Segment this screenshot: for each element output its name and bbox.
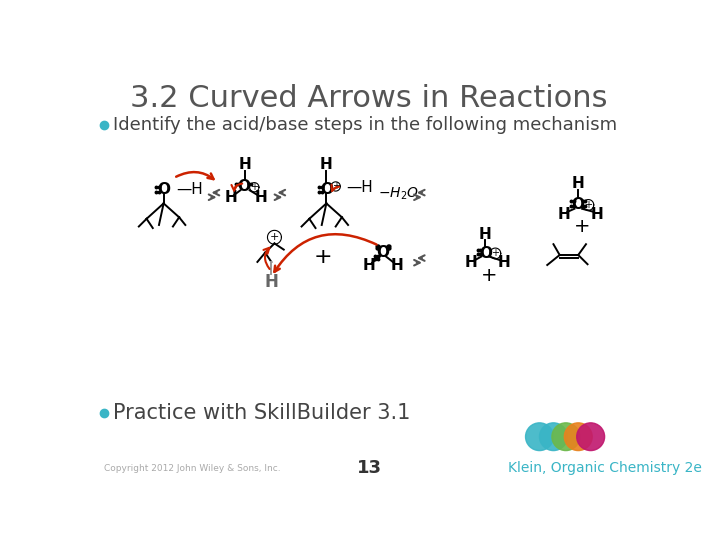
Text: H: H [590, 207, 603, 222]
Text: O: O [320, 182, 333, 197]
Text: H: H [254, 190, 267, 205]
Text: H: H [572, 176, 585, 191]
Circle shape [564, 423, 593, 450]
Text: Practice with SkillBuilder 3.1: Practice with SkillBuilder 3.1 [113, 403, 410, 423]
Text: +: + [313, 247, 332, 267]
Text: +: + [585, 200, 593, 210]
Text: H: H [363, 258, 375, 273]
Text: H: H [320, 157, 333, 172]
Text: H: H [225, 190, 238, 205]
Circle shape [577, 423, 605, 450]
Text: —H: —H [346, 180, 373, 195]
Text: +: + [332, 181, 340, 192]
Circle shape [552, 423, 580, 450]
Text: +: + [574, 217, 590, 236]
Text: H: H [390, 258, 403, 273]
Text: Copyright 2012 John Wiley & Sons, Inc.: Copyright 2012 John Wiley & Sons, Inc. [104, 464, 281, 473]
Text: H: H [264, 273, 279, 291]
Text: Identify the acid/base steps in the following mechanism: Identify the acid/base steps in the foll… [113, 116, 617, 134]
Text: H: H [465, 255, 477, 270]
Text: +: + [481, 266, 498, 285]
Text: O: O [157, 182, 170, 197]
Text: O: O [377, 245, 390, 260]
Text: H: H [479, 227, 492, 242]
Text: $-H_2O$: $-H_2O$ [378, 186, 419, 202]
Text: O: O [479, 246, 492, 261]
Text: 3.2 Curved Arrows in Reactions: 3.2 Curved Arrows in Reactions [130, 84, 608, 113]
Text: +: + [270, 232, 279, 242]
Text: 13: 13 [356, 460, 382, 477]
Text: —H: —H [176, 182, 203, 197]
Text: H: H [558, 207, 571, 222]
Text: +: + [251, 182, 258, 192]
Text: O: O [237, 179, 250, 194]
Text: H: H [238, 157, 251, 172]
Circle shape [539, 423, 567, 450]
Circle shape [526, 423, 554, 450]
Text: H: H [498, 255, 510, 270]
Text: O: O [572, 198, 585, 212]
Text: +: + [491, 248, 500, 259]
Text: Klein, Organic Chemistry 2e: Klein, Organic Chemistry 2e [508, 461, 703, 475]
